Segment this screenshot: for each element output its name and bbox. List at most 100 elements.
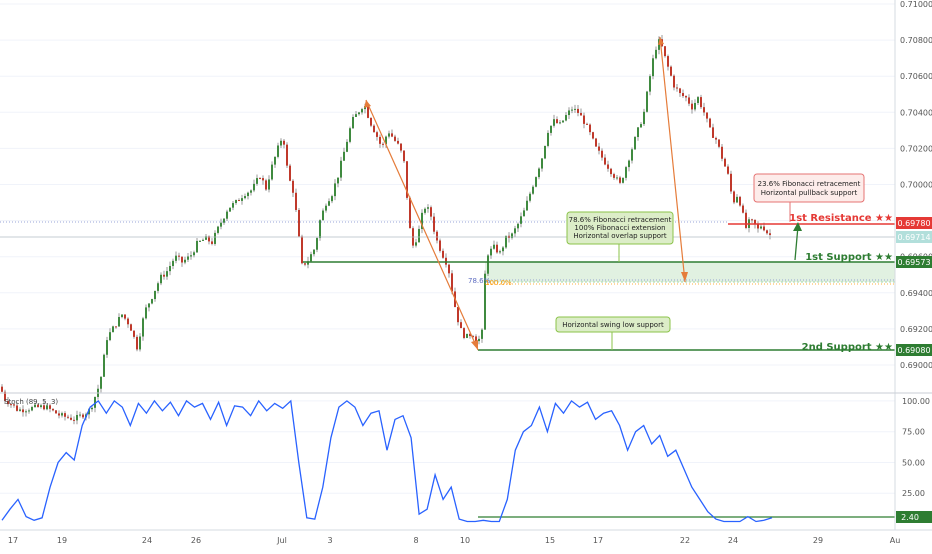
candle-body — [610, 168, 612, 175]
candle-body — [751, 219, 753, 221]
time-tick-label: 22 — [680, 536, 690, 545]
candle-body — [286, 144, 288, 166]
candle-body — [385, 136, 387, 145]
candle-body — [10, 404, 12, 406]
stochastic-pane: Stoch (89, 5, 3) — [1, 398, 895, 523]
candle-body — [223, 218, 225, 223]
candle-body — [571, 109, 573, 111]
candle-body — [769, 233, 771, 235]
candle-body — [124, 314, 126, 319]
candle-body — [721, 146, 723, 159]
candle-body — [703, 107, 705, 113]
candle-body — [250, 190, 252, 193]
candle-body — [475, 336, 477, 342]
callout-support-1-line-2: 100% Fibonacci extension — [574, 224, 665, 232]
price-tag-support-1: 0.69573 — [897, 258, 930, 267]
candle-body — [226, 211, 228, 219]
candle-body — [358, 112, 360, 115]
candle-body — [733, 191, 735, 203]
bounce-arrow-head — [793, 222, 802, 231]
candle-body — [562, 120, 564, 123]
candle-body — [199, 240, 201, 242]
candle-body — [634, 137, 636, 150]
price-tick-label: 0.70000 — [900, 181, 932, 190]
candle-body — [340, 160, 342, 178]
candle-body — [547, 132, 549, 146]
callout-resistance: 23.6% Fibonacci retracement Horizontal p… — [753, 173, 865, 222]
fib-786-label: 78.6% — [468, 277, 491, 285]
candle-body — [238, 200, 240, 202]
candle-body — [145, 307, 147, 319]
candle-body — [292, 180, 294, 193]
candle-body — [73, 419, 75, 421]
candle-body — [40, 405, 42, 408]
candle-body — [115, 326, 117, 328]
candle-body — [745, 212, 747, 228]
candle-body — [463, 328, 465, 338]
candle-body — [757, 224, 759, 229]
candle-body — [100, 376, 102, 389]
candle-body — [646, 91, 648, 112]
candle-body — [706, 112, 708, 119]
candle-body — [616, 177, 618, 179]
candle-body — [421, 212, 423, 229]
candle-body — [130, 324, 132, 331]
candle-body — [67, 416, 69, 418]
support-1-label: 1st Support ★★ — [805, 252, 893, 263]
candle-body — [346, 141, 348, 152]
candle-body — [406, 161, 408, 198]
candle-body — [637, 127, 639, 138]
stochastic-title: Stoch (89, 5, 3) — [4, 398, 58, 406]
candle-body — [148, 303, 150, 308]
candle-body — [589, 124, 591, 133]
candle-body — [688, 97, 690, 104]
candle-body — [682, 93, 684, 97]
drop-arrow-1-head — [471, 340, 478, 350]
candle-body — [439, 240, 441, 251]
candle-body — [502, 247, 504, 252]
price-tick-label: 0.71000 — [900, 0, 932, 9]
candle-body — [694, 102, 696, 110]
candle-body — [709, 118, 711, 128]
candle-body — [403, 150, 405, 162]
candle-body — [175, 255, 177, 261]
candle-body — [382, 143, 384, 145]
candle-body — [211, 241, 213, 244]
candle-body — [7, 400, 9, 405]
candle-body — [559, 122, 561, 124]
drop-arrow-1-tail — [364, 100, 371, 108]
candle-body — [457, 306, 459, 323]
bounce-arrow — [794, 225, 799, 261]
candle-body — [520, 216, 522, 224]
candle-body — [730, 173, 732, 192]
candle-body — [202, 239, 204, 241]
candle-body — [277, 145, 279, 157]
candle-body — [670, 66, 672, 76]
candle-body — [517, 223, 519, 229]
price-tick-label: 0.69200 — [900, 325, 932, 334]
price-tick-label: 0.70400 — [900, 108, 932, 117]
candle-body — [301, 236, 303, 264]
candle-body — [316, 238, 318, 250]
candle-body — [487, 255, 489, 274]
stochastic-value-tag: 2.40 — [901, 513, 919, 522]
candle-body — [478, 338, 480, 342]
candle-body — [742, 205, 744, 213]
support-2-label: 2nd Support ★★ — [802, 342, 893, 353]
candle-body — [628, 160, 630, 168]
callout-support-2-line-1: Horizontal swing low support — [562, 321, 664, 329]
candle-body — [724, 158, 726, 167]
candle-body — [391, 133, 393, 137]
candle-body — [334, 183, 336, 197]
candle-body — [466, 333, 468, 338]
candle-body — [430, 207, 432, 217]
candle-body — [592, 132, 594, 139]
candle-body — [157, 283, 159, 291]
candle-body — [727, 166, 729, 174]
candle-body — [274, 156, 276, 165]
candle-body — [532, 186, 534, 194]
candle-body — [160, 274, 162, 284]
candle-body — [499, 251, 501, 253]
candle-body — [163, 274, 165, 277]
